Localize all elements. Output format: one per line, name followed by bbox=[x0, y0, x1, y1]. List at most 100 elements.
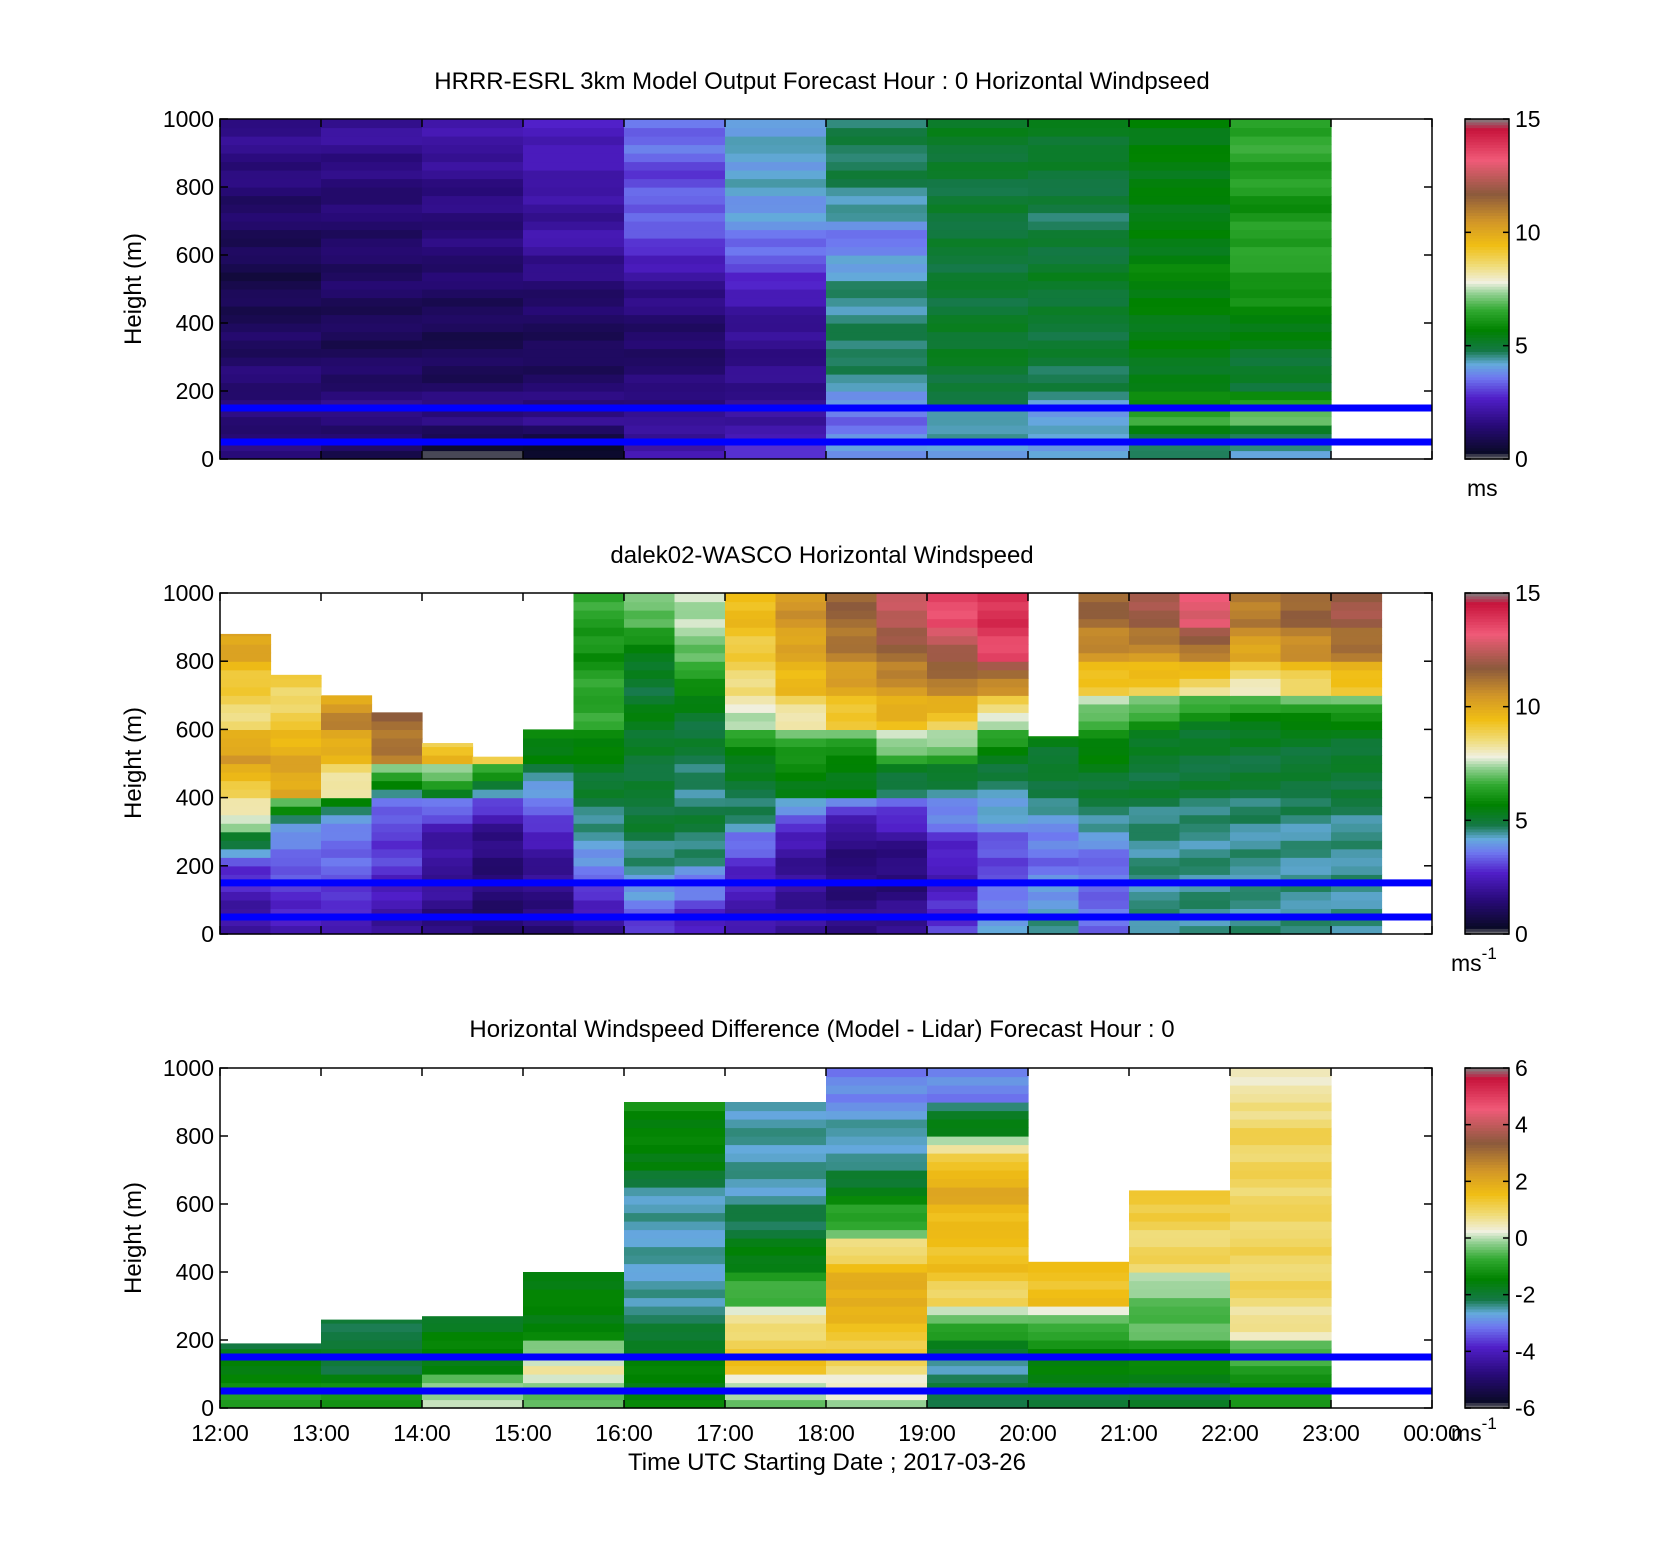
heatmap-cell bbox=[1230, 814, 1282, 824]
heatmap-cell bbox=[927, 703, 979, 713]
heatmap-cell bbox=[1230, 1323, 1332, 1333]
heatmap-cell bbox=[1028, 1331, 1130, 1341]
colorbar-segment bbox=[1465, 1153, 1509, 1157]
colorbar-segment bbox=[1465, 857, 1509, 861]
heatmap-cell bbox=[1028, 1340, 1130, 1350]
heatmap-cell bbox=[1028, 916, 1080, 927]
heatmap-cell bbox=[725, 831, 777, 841]
colorbar-segment bbox=[1465, 368, 1509, 372]
heatmap-cell bbox=[422, 144, 524, 154]
colorbar-segment bbox=[1465, 897, 1509, 901]
heatmap-cell bbox=[1230, 212, 1332, 222]
heatmap-cell bbox=[523, 737, 575, 748]
heatmap-cell bbox=[1230, 772, 1282, 782]
heatmap-cell bbox=[624, 1289, 726, 1299]
heatmap-cell bbox=[927, 433, 1029, 443]
heatmap-cell bbox=[927, 1306, 1029, 1316]
heatmap-cell bbox=[725, 391, 827, 401]
colorbar-tick-label: 0 bbox=[1515, 921, 1528, 947]
heatmap-cell bbox=[270, 720, 322, 730]
heatmap-cell bbox=[270, 831, 322, 841]
heatmap-cell bbox=[826, 1195, 928, 1205]
colorbar-segment bbox=[1465, 1308, 1509, 1313]
heatmap-cell bbox=[927, 1238, 1029, 1248]
heatmap-cell bbox=[1129, 610, 1181, 620]
heatmap-cell bbox=[1129, 1382, 1231, 1392]
colorbar-segment bbox=[1465, 1184, 1509, 1188]
heatmap-cell bbox=[422, 1391, 524, 1401]
heatmap-cell bbox=[1179, 729, 1231, 739]
heatmap-cell bbox=[624, 297, 726, 307]
heatmap-cell bbox=[1230, 610, 1282, 620]
colorbar-segment bbox=[1465, 698, 1509, 702]
colorbar-segment bbox=[1465, 817, 1509, 821]
colorbar-segment bbox=[1465, 119, 1509, 123]
heatmap-cell bbox=[321, 865, 373, 875]
heatmap-cell bbox=[472, 756, 524, 765]
colorbar-segment bbox=[1465, 1073, 1509, 1078]
heatmap-cell bbox=[422, 1323, 524, 1333]
heatmap-cell bbox=[1230, 161, 1332, 171]
heatmap-cell bbox=[927, 601, 979, 611]
heatmap-cell bbox=[725, 797, 777, 807]
heatmap-cell bbox=[220, 280, 322, 290]
colorbar-segment bbox=[1465, 743, 1509, 748]
heatmap-cell bbox=[977, 865, 1029, 875]
colorbar-segment bbox=[1465, 914, 1509, 918]
colorbar-segment bbox=[1465, 1136, 1509, 1140]
heatmap-cell bbox=[927, 408, 1029, 418]
colorbar-segment bbox=[1465, 1178, 1509, 1182]
heatmap-cell bbox=[422, 797, 474, 807]
y-tick-label: 800 bbox=[176, 1123, 214, 1149]
heatmap-cell bbox=[1028, 736, 1080, 739]
heatmap-cell bbox=[523, 161, 625, 171]
heatmap-cell bbox=[927, 255, 1029, 265]
heatmap-cell bbox=[220, 789, 272, 799]
heatmap-cell bbox=[674, 746, 726, 756]
heatmap-cell bbox=[422, 272, 524, 282]
heatmap-cell bbox=[220, 652, 272, 662]
heatmap-cell bbox=[624, 221, 726, 231]
heatmap-cell bbox=[977, 831, 1029, 841]
heatmap-cell bbox=[725, 1289, 827, 1299]
heatmap-cell bbox=[725, 425, 827, 435]
heatmap-cell bbox=[1028, 899, 1080, 910]
heatmap-cell bbox=[270, 814, 322, 824]
heatmap-cell bbox=[523, 323, 625, 333]
heatmap-cell bbox=[523, 1365, 625, 1375]
colorbar-segment bbox=[1465, 1087, 1509, 1092]
heatmap-cell bbox=[371, 840, 423, 850]
heatmap-cell bbox=[1280, 703, 1332, 713]
heatmap-cell bbox=[725, 1161, 827, 1171]
heatmap-cell bbox=[725, 627, 777, 637]
heatmap-cell bbox=[1129, 865, 1181, 875]
heatmap-cell bbox=[422, 297, 524, 307]
x-tick-label: 13:00 bbox=[292, 1420, 350, 1446]
heatmap-cell bbox=[826, 695, 878, 705]
heatmap-cell bbox=[220, 840, 272, 850]
colorbar-segment bbox=[1465, 615, 1509, 620]
colorbar-segment bbox=[1465, 308, 1509, 313]
heatmap-cell bbox=[725, 1323, 827, 1333]
heatmap-cell bbox=[220, 635, 272, 645]
colorbar-segment bbox=[1465, 206, 1509, 211]
heatmap-cell bbox=[927, 1263, 1029, 1273]
colorbar-segment bbox=[1465, 902, 1509, 907]
colorbar-segment bbox=[1465, 1212, 1509, 1216]
heatmap-cell bbox=[1230, 1204, 1332, 1214]
heatmap-cell bbox=[1129, 255, 1231, 265]
heatmap-cell bbox=[220, 399, 322, 409]
heatmap-cell bbox=[826, 119, 928, 129]
panel-lidar-ylabel: Height (m) bbox=[120, 707, 147, 819]
heatmap-cell bbox=[422, 374, 524, 384]
heatmap-cell bbox=[1230, 1195, 1332, 1205]
heatmap-cell bbox=[674, 814, 726, 824]
colorbar-segment bbox=[1465, 820, 1509, 824]
heatmap-cell bbox=[1078, 789, 1130, 799]
heatmap-cell bbox=[422, 280, 524, 290]
heatmap-cell bbox=[725, 340, 827, 350]
colorbar-segment bbox=[1465, 249, 1509, 253]
colorbar-segment bbox=[1465, 826, 1509, 830]
heatmap-cell bbox=[725, 119, 827, 129]
